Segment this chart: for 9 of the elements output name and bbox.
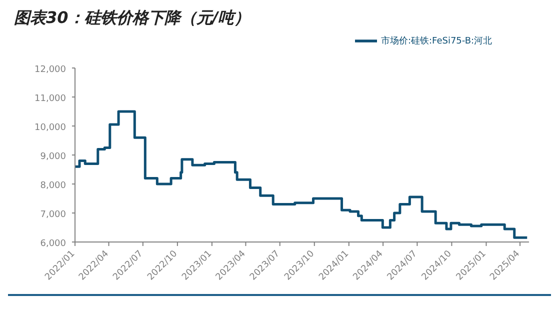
y-tick-label: 7,000 [40,210,66,220]
legend-label: 市场价:硅铁:FeSi75-B:河北 [380,36,492,46]
chart-title: 图表30：硅铁价格下降（元/吨） [13,8,252,29]
y-tick-label: 12,000 [34,65,66,75]
y-tick-label: 8,000 [40,181,66,191]
y-tick-label: 9,000 [40,152,66,162]
y-tick-label: 11,000 [34,94,66,104]
y-tick-label: 10,000 [34,123,66,133]
y-tick-label: 6,000 [40,239,66,249]
